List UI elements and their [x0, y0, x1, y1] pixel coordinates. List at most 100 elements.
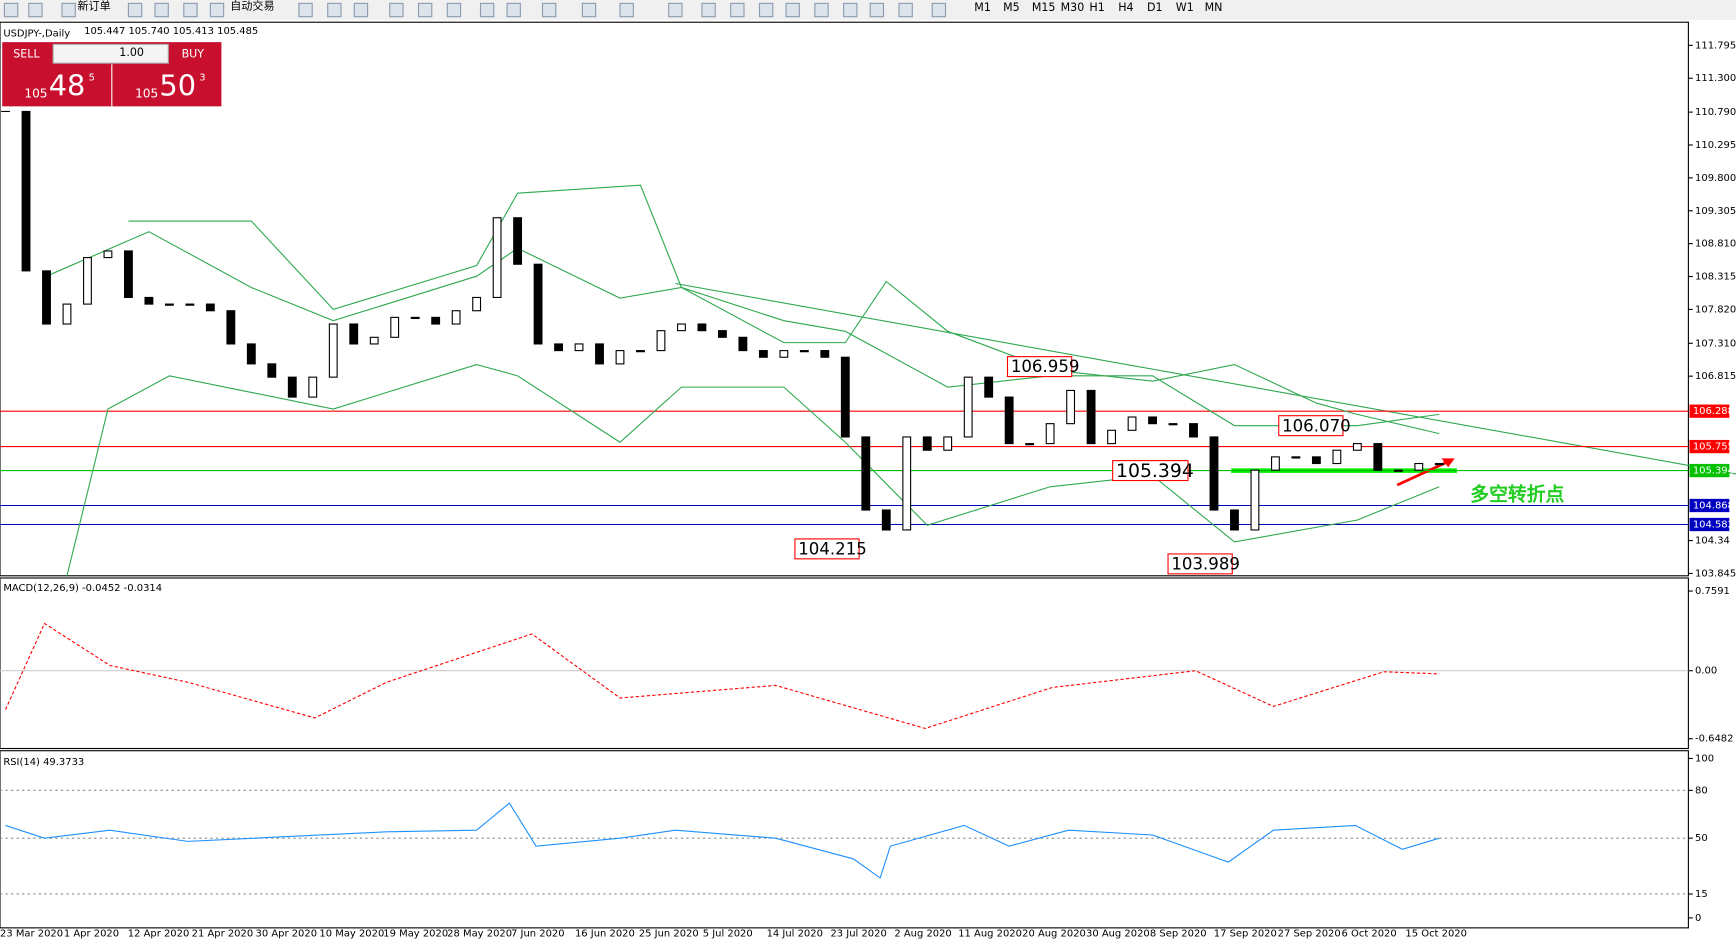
x-tick-label: 23 Mar 2020 [0, 928, 63, 939]
x-tick-label: 30 Aug 2020 [1086, 928, 1150, 939]
toolbar-icon [479, 2, 495, 18]
arrow-head [1441, 458, 1455, 468]
candle-body [410, 316, 420, 320]
candle-body [984, 376, 994, 398]
level-tag [1689, 439, 1730, 454]
candle-body [492, 217, 502, 299]
x-tick-label: 8 Sep 2020 [1150, 928, 1207, 939]
x-tick-label: 30 Apr 2020 [256, 928, 318, 939]
candle-body [799, 350, 809, 353]
candle-body [1332, 449, 1342, 465]
timeframe-button[interactable]: M1 [974, 1, 991, 14]
candle-body [144, 296, 154, 305]
timeframe-button[interactable]: M5 [1003, 1, 1020, 14]
auto-trading-button[interactable]: 自动交易 [230, 0, 274, 13]
level-tag [1689, 498, 1730, 513]
y-tick-label: 109.305 [1695, 206, 1736, 217]
toolbar-icon [701, 2, 716, 18]
candle-body [1271, 456, 1280, 471]
candle-body [840, 356, 850, 438]
candle-body [451, 310, 461, 325]
toolbar-icon [541, 2, 557, 18]
timeframe-button[interactable]: M15 [1032, 1, 1056, 14]
sell-button[interactable]: SELL [13, 47, 40, 60]
y-tick-label: 110.295 [1695, 140, 1736, 151]
timeframe-button[interactable]: M30 [1061, 1, 1085, 14]
new-order-button[interactable]: 新订单 [78, 0, 111, 13]
toolbar-icon [327, 2, 342, 18]
level-tag [1689, 463, 1730, 478]
trend-line [675, 282, 1736, 475]
candle-body [779, 350, 789, 358]
candle-body [390, 316, 400, 338]
candle-body [554, 343, 563, 352]
band-upper [128, 184, 1440, 435]
x-tick-label: 27 Sep 2020 [1278, 928, 1341, 939]
candle-body [185, 303, 195, 306]
lot-input[interactable]: 1.00 [119, 46, 144, 59]
y-tick-label: 104.34 [1695, 536, 1730, 547]
toolbar-icon [446, 2, 462, 18]
indicator-title: RSI(14) 49.3733 [3, 757, 84, 768]
x-tick-label: 17 Sep 2020 [1214, 928, 1277, 939]
candle-body [287, 376, 297, 398]
toolbar-icon [389, 2, 404, 18]
annotation: 103.989 [1171, 555, 1240, 574]
band-middle [46, 231, 1440, 427]
y-tick-label: 109.800 [1695, 173, 1736, 184]
toolbar-icon [668, 2, 683, 18]
candle-body [1311, 456, 1321, 465]
candle-body [1209, 436, 1219, 511]
candle-body [533, 263, 543, 345]
timeframe-button[interactable]: W1 [1176, 1, 1194, 14]
candle-body [963, 376, 973, 438]
toolbar-icon [298, 2, 313, 18]
y-tick-label: 108.315 [1695, 272, 1736, 283]
indicator-title: MACD(12,26,9) -0.0452 -0.0314 [3, 583, 162, 594]
candle-body [902, 436, 912, 531]
buy-button[interactable]: BUY [182, 47, 205, 60]
x-tick-label: 11 Aug 2020 [958, 928, 1022, 939]
candle-body [636, 350, 645, 353]
y-tick-label: 100 [1695, 753, 1714, 764]
level-label: 104.868 [1693, 501, 1734, 512]
annotation: 104.215 [798, 539, 867, 558]
candle-body [677, 323, 686, 332]
timeframe-button[interactable]: H1 [1089, 1, 1104, 14]
macd-signal [5, 622, 1440, 730]
candle-body [513, 217, 523, 265]
y-tick-label: 0.00 [1695, 666, 1717, 677]
x-tick-label: 7 Jun 2020 [511, 928, 565, 939]
timeframe-button[interactable]: MN [1205, 1, 1223, 14]
level-label: 106.288 [1693, 406, 1734, 417]
level-tag [1689, 517, 1730, 532]
x-tick-label: 2 Aug 2020 [894, 928, 951, 939]
level-label: 104.582 [1693, 520, 1734, 531]
x-tick-label: 1 Apr 2020 [64, 928, 119, 939]
annotation: 106.070 [1282, 416, 1351, 435]
toolbar-icon [758, 2, 774, 18]
toolbar-icon [785, 2, 800, 18]
x-tick-label: 20 Aug 2020 [1022, 928, 1086, 939]
candle-body [328, 323, 338, 378]
y-tick-label: 110.790 [1695, 107, 1736, 118]
y-tick-label: -0.6482 [1695, 734, 1733, 745]
level-tag [1689, 404, 1730, 418]
candle-body [1045, 423, 1055, 445]
buy-price-small: 3 [199, 73, 205, 84]
x-tick-label: 6 Oct 2020 [1342, 928, 1397, 939]
rsi-line [5, 802, 1440, 879]
rsi-frame [0, 750, 1689, 929]
candle-body [861, 436, 871, 511]
y-tick-label: 111.300 [1695, 73, 1736, 84]
sell-price-digits: 48 [49, 69, 86, 103]
candle-body [124, 250, 133, 299]
x-tick-label: 25 Jun 2020 [639, 928, 699, 939]
toolbar-icon [417, 2, 433, 18]
y-tick-label: 107.820 [1695, 304, 1736, 315]
timeframe-button[interactable]: D1 [1147, 1, 1163, 14]
timeframe-button[interactable]: H4 [1118, 1, 1133, 14]
annotation-box [794, 538, 860, 560]
x-tick-label: 23 Jul 2020 [830, 928, 886, 939]
